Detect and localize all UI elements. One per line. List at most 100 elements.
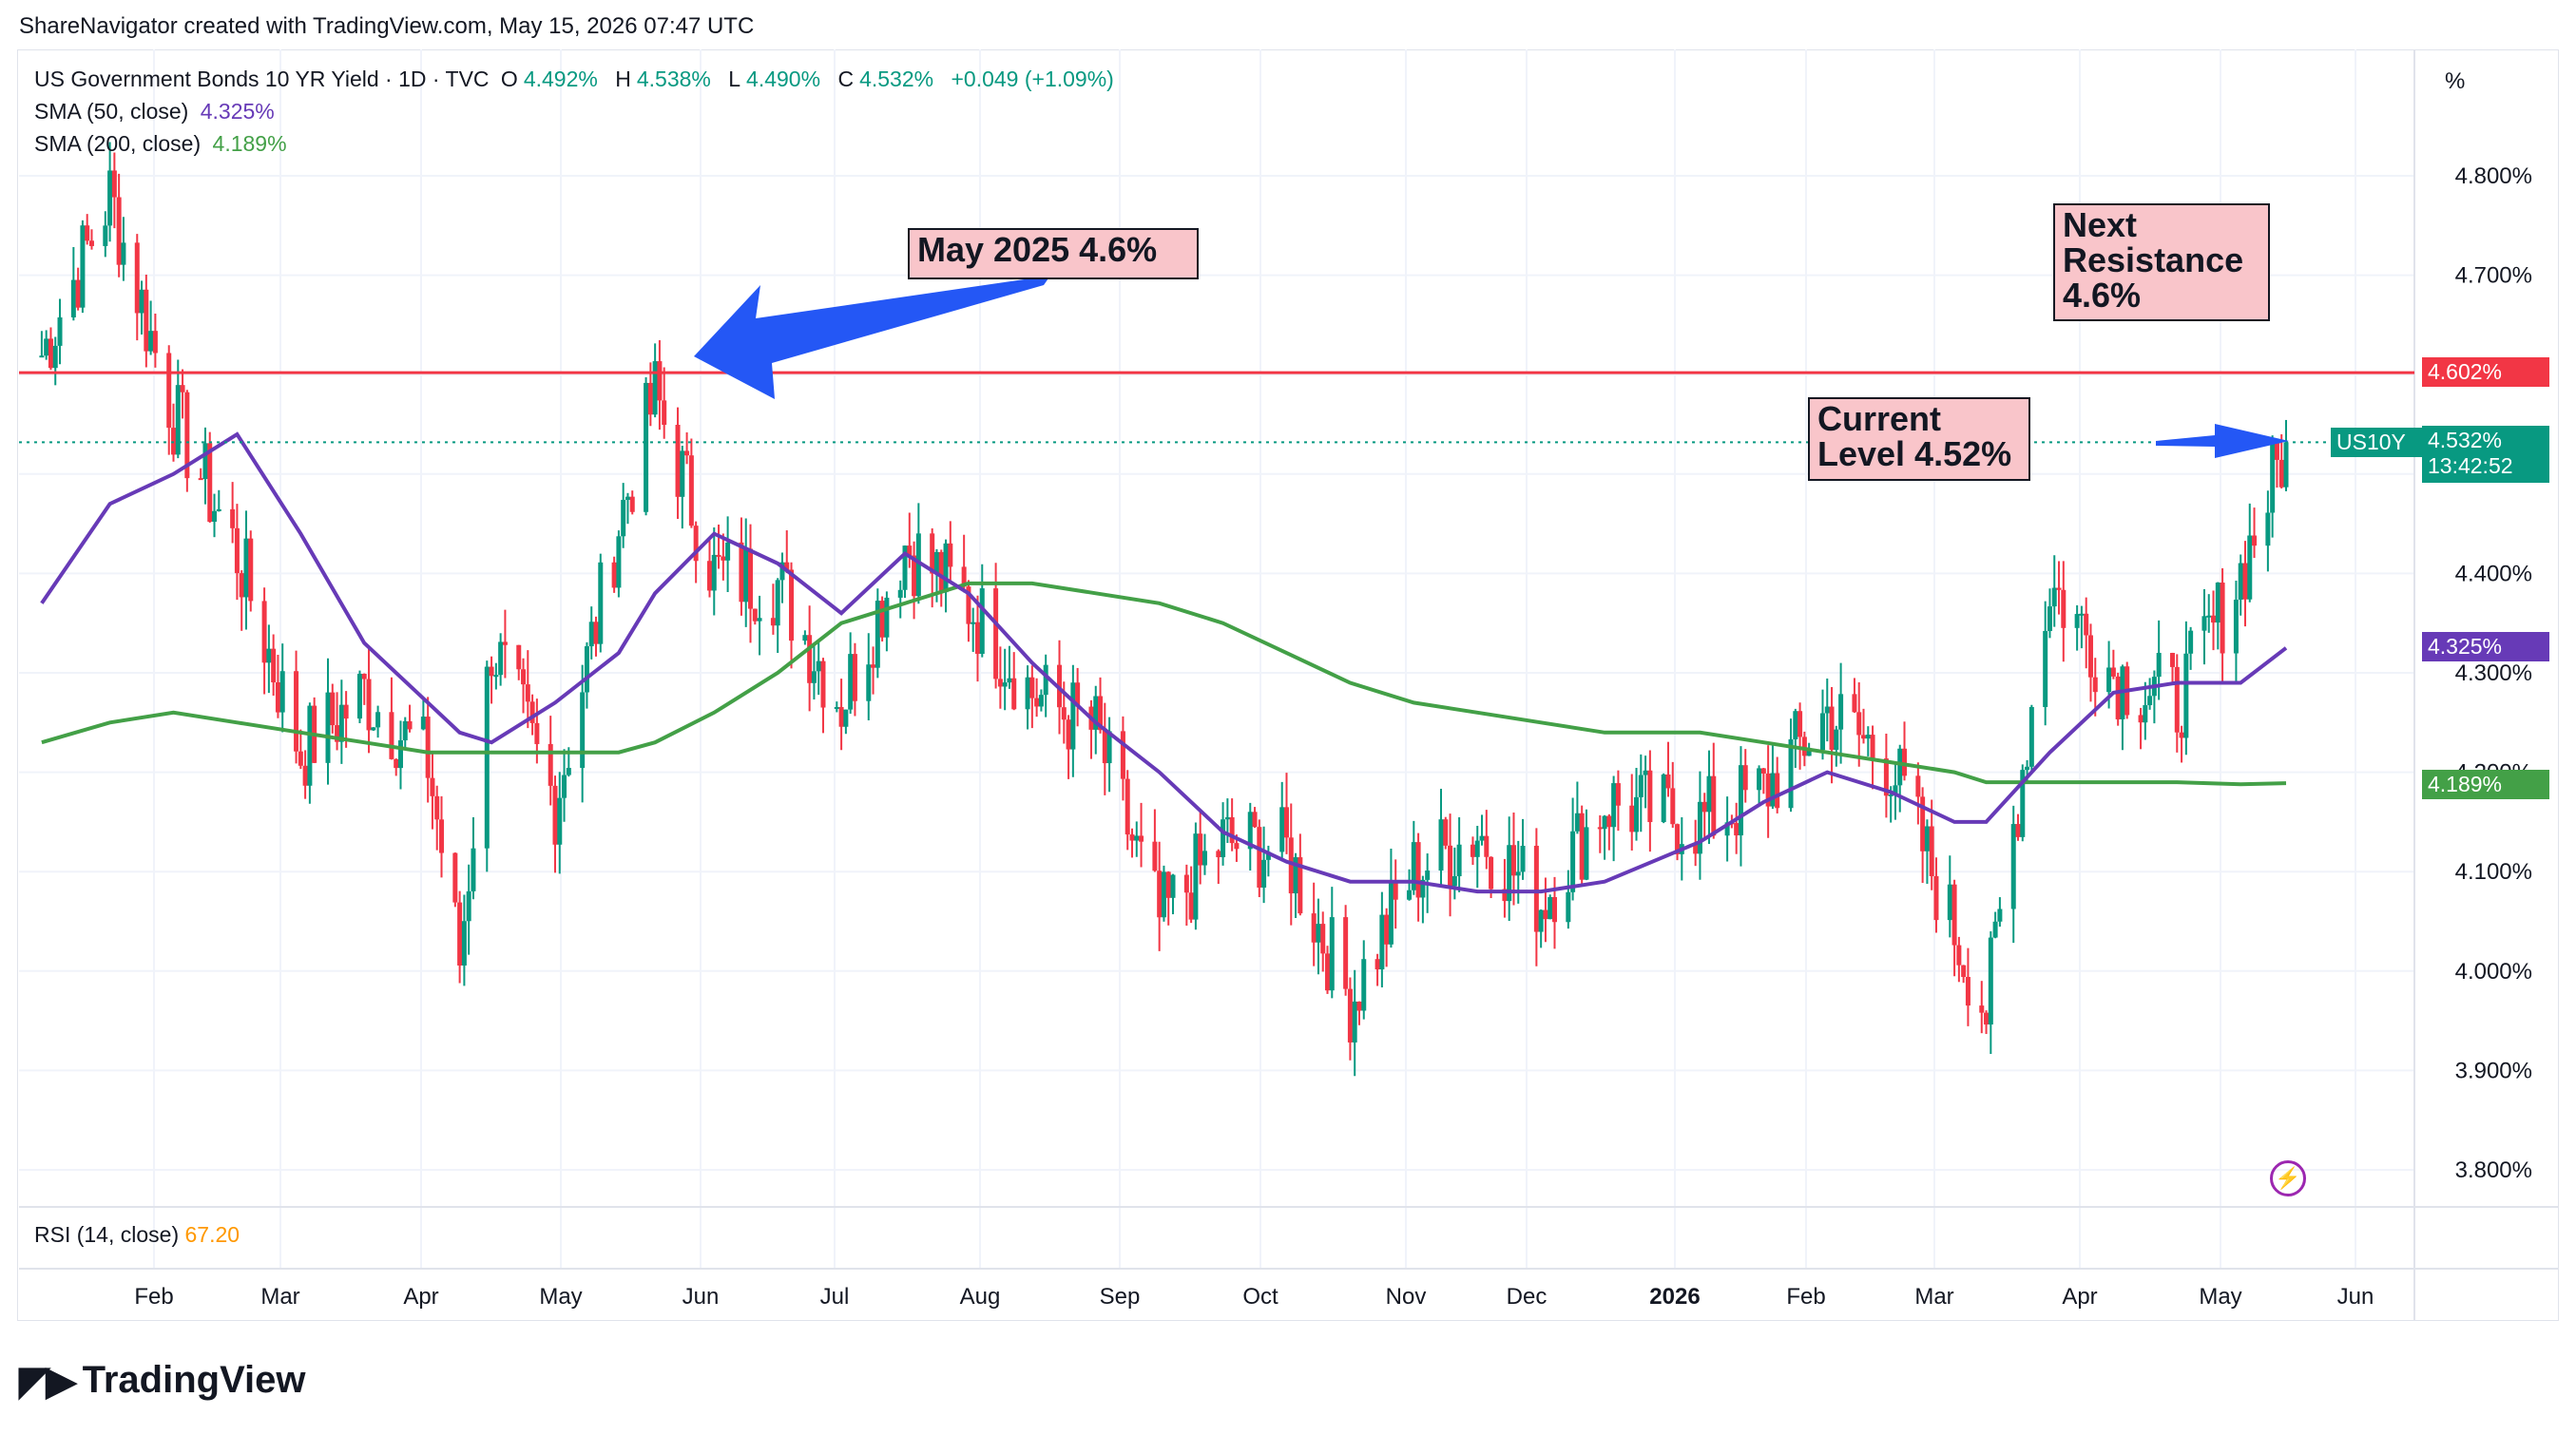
candle <box>152 313 158 368</box>
candle <box>1893 762 1898 820</box>
candle <box>784 530 790 574</box>
candle <box>1856 682 1862 767</box>
candle <box>2084 597 2089 669</box>
candle <box>688 438 694 528</box>
candle <box>1865 726 1871 756</box>
legend-sma200[interactable]: SMA (200, close) 4.189% <box>34 131 287 156</box>
candle-body <box>1216 851 1221 858</box>
time-tick-label: May <box>2199 1284 2241 1310</box>
candle <box>1298 833 1303 916</box>
candle <box>420 698 426 731</box>
candle <box>580 664 586 803</box>
candle-body <box>584 646 589 693</box>
candle-body <box>2242 563 2248 600</box>
candle <box>997 646 1003 709</box>
candle-body <box>1606 815 1612 828</box>
candle <box>1484 810 1490 870</box>
candle-body <box>148 331 154 352</box>
candle <box>2043 601 2048 726</box>
candle-body <box>1252 812 1258 828</box>
candle <box>1043 654 1048 718</box>
candle <box>180 369 185 419</box>
candle-body <box>2270 441 2276 513</box>
candle <box>1611 775 1617 862</box>
candle <box>266 624 272 694</box>
candle <box>789 562 795 669</box>
candle-body <box>1157 871 1163 918</box>
candle <box>1797 702 1803 770</box>
high-value: 4.538% <box>636 67 711 91</box>
candle <box>1320 911 1326 972</box>
candle <box>294 650 299 764</box>
tradingview-logo[interactable]: ◤▶ TradingView <box>19 1358 306 1403</box>
candle <box>1448 813 1453 917</box>
candle-body <box>70 279 76 317</box>
candle-body <box>1415 842 1421 898</box>
candle <box>1765 745 1771 838</box>
unit-label[interactable]: % <box>2445 68 2466 94</box>
candle <box>1902 721 1908 781</box>
candle-body <box>1257 827 1262 888</box>
candle <box>2047 588 2052 639</box>
candle-body <box>1093 696 1099 730</box>
candle <box>1352 969 1357 1077</box>
candle-body <box>152 331 158 354</box>
candle-body <box>871 664 876 668</box>
candle <box>2215 582 2220 650</box>
candle-body <box>1924 826 1930 851</box>
candle <box>1474 826 1480 889</box>
candle-body <box>1834 729 1839 750</box>
candle <box>621 483 626 548</box>
time-tick-label: Oct <box>1242 1284 1278 1310</box>
candle-body <box>552 785 558 845</box>
candle-body <box>471 848 476 891</box>
rsi-legend[interactable]: RSI (14, close) 67.20 <box>34 1222 240 1247</box>
annotation-next-resistance: Next Resistance 4.6% <box>2053 203 2270 321</box>
candle-body <box>1888 794 1894 796</box>
candle-body <box>2025 766 2030 771</box>
candle <box>1216 849 1221 885</box>
candle-body <box>389 712 394 759</box>
candle-body <box>2283 442 2289 488</box>
candle <box>1066 715 1071 779</box>
candle <box>816 642 821 696</box>
candle <box>121 217 126 281</box>
candle-body <box>534 722 540 744</box>
candle <box>1861 708 1867 744</box>
candle <box>230 482 236 544</box>
candle <box>498 633 504 686</box>
candle-body <box>1043 664 1048 696</box>
time-tick-label: May <box>539 1284 582 1310</box>
candle <box>1002 648 1008 711</box>
candle-body <box>838 707 844 727</box>
candle-body <box>1356 1001 1362 1011</box>
time-tick-label: Sep <box>1100 1284 1141 1310</box>
candle <box>338 679 344 764</box>
candle-body <box>1988 937 1993 1025</box>
candle-body <box>721 556 726 561</box>
candle-body <box>1801 737 1807 756</box>
legend-sma50[interactable]: SMA (50, close) 4.325% <box>34 99 275 124</box>
candle-body <box>1742 765 1748 791</box>
candle-body <box>116 197 122 265</box>
candle-body <box>294 671 299 752</box>
lightning-icon[interactable]: ⚡ <box>2270 1160 2306 1196</box>
low-value: 4.490% <box>746 67 821 91</box>
candle <box>2270 435 2276 538</box>
close-value: 4.532% <box>859 67 934 91</box>
candle-body <box>207 443 213 522</box>
candle <box>684 431 690 465</box>
candle-body <box>2274 441 2279 460</box>
candle-body <box>1234 843 1240 850</box>
candle <box>1742 749 1748 803</box>
candle <box>1507 816 1512 922</box>
candle <box>1229 798 1235 851</box>
sma200-tag: 4.189% <box>2422 770 2549 799</box>
chart-frame[interactable] <box>17 49 2559 1321</box>
candle-body <box>675 424 681 497</box>
candle <box>402 717 408 750</box>
credit-line: ShareNavigator created with TradingView.… <box>19 13 755 39</box>
candle-body <box>1997 909 2003 922</box>
candle-body <box>366 679 372 731</box>
